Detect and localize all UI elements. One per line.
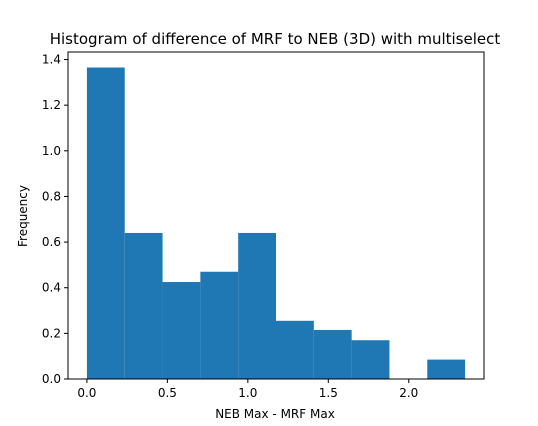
bars-group [86,67,466,380]
y-tick-label: 0.6 [42,235,61,249]
y-tick-label: 1.0 [42,144,61,158]
x-tick-label: 2.0 [399,386,418,400]
histogram-bar [276,320,314,379]
x-axis-ticks: 0.0 0.5 1.0 1.5 2.0 [77,379,418,400]
x-tick-label: 1.0 [238,386,257,400]
histogram-bar [86,67,125,380]
histogram-bar [427,359,466,379]
plot-frame [67,51,485,380]
y-tick-label: 1.2 [42,98,61,112]
y-tick-label: 0.8 [42,189,61,203]
y-tick-label: 1.4 [42,53,61,67]
histogram-bar [313,329,352,379]
chart-title: Histogram of difference of MRF to NEB (3… [50,30,501,48]
histogram-bar [162,282,201,379]
x-axis-label: NEB Max - MRF Max [215,407,335,421]
histogram-bar [351,340,390,379]
x-tick-label: 0.0 [77,386,96,400]
x-tick-label: 0.5 [158,386,177,400]
x-tick-label: 1.5 [319,386,338,400]
y-tick-label: 0.4 [42,281,61,295]
y-tick-label: 0.0 [42,372,61,386]
y-axis-ticks: 0.0 0.2 0.4 0.6 0.8 1.0 1.2 1.4 [42,53,68,386]
histogram-bar [200,271,239,379]
histogram-bar [124,232,163,379]
y-tick-label: 0.2 [42,326,61,340]
histogram-bar [238,232,276,379]
y-axis-label: Frequency [16,185,30,247]
